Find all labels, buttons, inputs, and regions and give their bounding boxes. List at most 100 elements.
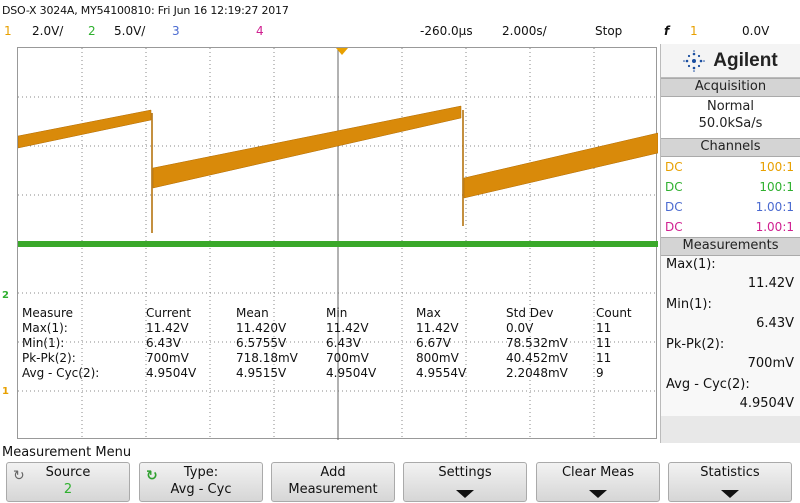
measurement-label: Max(1): [666,257,716,272]
ch2-coupling: DC [665,180,683,194]
cell-count: 11 [596,336,612,350]
cell-max: 800mV [416,351,459,365]
settings-softkey[interactable]: Settings [403,462,527,502]
time-offset[interactable]: -260.0µs [420,24,473,38]
col-mean: Mean [236,306,269,320]
cell-mean: 4.9515V [236,366,287,380]
run-state: Stop [595,24,623,38]
cell-current: 700mV [146,351,189,365]
measurement-label: Min(1): [666,297,712,312]
cell-count: 11 [596,351,612,365]
trigger-level[interactable]: 0.0V [742,24,770,38]
ch1-scale[interactable]: 2.0V/ [32,24,64,38]
row-label: Avg - Cyc(2): [22,366,100,380]
cell-current: 4.9504V [146,366,197,380]
time-scale[interactable]: 2.000s/ [502,24,547,38]
ch1-edges [151,110,464,233]
softkey-label: Statistics [700,465,760,480]
add-measurement-softkey[interactable]: Add Measurement [271,462,395,502]
cell-mean: 11.420V [236,321,287,335]
type-softkey[interactable]: ↻ Type: Avg - Cyc [139,462,263,502]
measurement-value: 700mV [747,356,794,371]
col-max: Max [416,306,441,320]
cell-std-dev: 78.532mV [506,336,568,350]
softkey-label: Settings [438,465,492,480]
measurement-item: Pk-Pk(2): 700mV [661,336,800,376]
channel-1-row: DC 100:1 [661,157,800,177]
source-softkey[interactable]: ↻ Source 2 [6,462,130,502]
measurement-label: Pk-Pk(2): [666,337,725,352]
cell-std-dev: 0.0V [506,321,534,335]
brand-name: Agilent [713,49,778,71]
cell-min: 700mV [326,351,369,365]
submenu-arrow-icon [456,490,474,498]
ch2-probe: 100:1 [759,180,794,194]
brand-logo: Agilent [661,44,800,78]
col-current: Current [146,306,192,320]
cell-std-dev: 40.452mV [506,351,568,365]
channels-header: Channels [661,138,800,157]
cycle-icon: ↻ [146,468,158,484]
measurement-value: 11.42V [747,276,794,291]
ch1-probe: 100:1 [759,160,794,174]
cell-current: 6.43V [146,336,181,350]
row-label: Max(1): [22,321,68,335]
sample-rate: 50.0kSa/s [661,116,800,138]
statistics-softkey[interactable]: Statistics [668,462,792,502]
cell-count: 11 [596,321,612,335]
ch3-probe: 1.00:1 [755,200,794,214]
measurement-item: Max(1): 11.42V [661,256,800,296]
measurement-item: Avg - Cyc(2): 4.9504V [661,376,800,416]
cell-std-dev: 2.2048mV [506,366,568,380]
channel-3-row: DC 1.00:1 [661,197,800,217]
menu-title: Measurement Menu [2,445,132,460]
ch2-scale[interactable]: 5.0V/ [114,24,146,38]
trigger-position-marker [336,48,348,55]
measurement-item: Min(1): 6.43V [661,296,800,336]
cell-mean: 6.5755V [236,336,287,350]
window-title: DSO-X 3024A, MY54100810: Fri Jun 16 12:1… [2,4,289,17]
ch1-number[interactable]: 1 [4,24,12,38]
col-std-dev: Std Dev [506,306,554,320]
softkey-value: 2 [63,482,73,497]
ch4-number[interactable]: 4 [256,24,264,38]
trigger-edge-icon: f [664,24,670,38]
row-label: Min(1): [22,336,65,350]
cell-count: 9 [596,366,604,380]
acquisition-header: Acquisition [661,78,800,97]
graticule [18,48,658,440]
ch3-number[interactable]: 3 [172,24,180,38]
info-panel: Agilent Acquisition Normal 50.0kSa/s Cha… [660,44,800,443]
trigger-channel[interactable]: 1 [690,24,698,38]
softkey-value: Avg - Cyc [170,482,232,497]
softkey-label-2: Measurement [288,482,378,497]
submenu-arrow-icon [721,490,739,498]
ch1-coupling: DC [665,160,683,174]
ch2-ground-marker[interactable]: 2 [2,290,9,301]
clear-meas-softkey[interactable]: Clear Meas [536,462,660,502]
submenu-arrow-icon [589,490,607,498]
ch2-trace [18,241,658,247]
ch2-number[interactable]: 2 [88,24,96,38]
cell-max: 11.42V [416,321,459,335]
ch4-coupling: DC [665,220,683,234]
cell-mean: 718.18mV [236,351,298,365]
col-count: Count [596,306,632,320]
softkey-label: Add [320,465,346,480]
cycle-icon: ↻ [13,468,25,484]
ch1-ground-marker[interactable]: 1 [2,386,9,397]
measurements-header: Measurements [661,237,800,256]
channel-4-row: DC 1.00:1 [661,217,800,237]
ch3-coupling: DC [665,200,683,214]
ch4-probe: 1.00:1 [755,220,794,234]
measurement-label: Avg - Cyc(2): [666,377,750,392]
acquisition-mode: Normal [661,97,800,116]
col-min: Min [326,306,348,320]
cell-min: 6.43V [326,336,361,350]
row-label: Pk-Pk(2): [22,351,76,365]
col-measure: Measure [22,306,73,320]
softkey-bar: ↻ Source 2 ↻ Type: Avg - Cyc Add Measure… [0,462,800,503]
status-bar: 1 2.0V/ 2 5.0V/ 3 4 -260.0µs 2.000s/ Sto… [0,22,800,40]
waveform-display[interactable] [17,47,658,440]
measurement-value: 6.43V [756,316,794,331]
